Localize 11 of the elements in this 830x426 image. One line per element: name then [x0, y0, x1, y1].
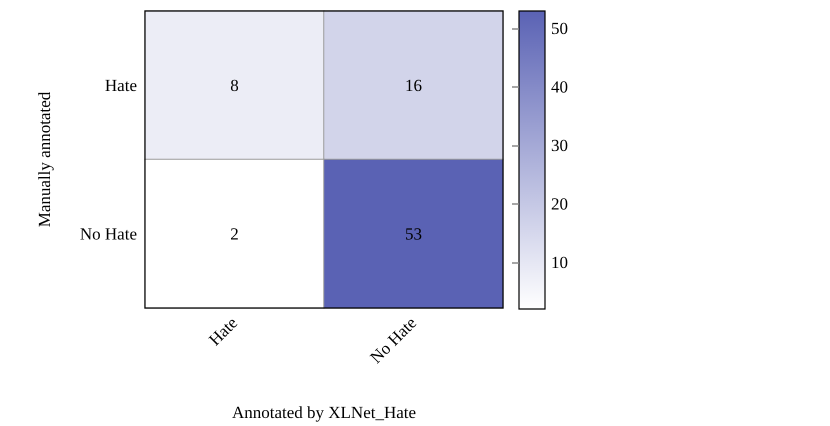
- y-axis-title: Manually annotated: [35, 91, 54, 228]
- color-bar-label: 30: [551, 136, 568, 155]
- data-label: 8: [230, 76, 239, 95]
- color-bar-label: 40: [551, 77, 568, 96]
- data-label: 2: [230, 224, 239, 244]
- data-label: 53: [405, 224, 422, 244]
- data-label: 16: [405, 76, 422, 95]
- x-axis-title: Annotated by XLNet_Hate: [232, 403, 416, 422]
- color-bar-label: 20: [551, 194, 568, 214]
- color-bar-label: 50: [551, 19, 568, 38]
- color-bar-label: 10: [551, 252, 568, 272]
